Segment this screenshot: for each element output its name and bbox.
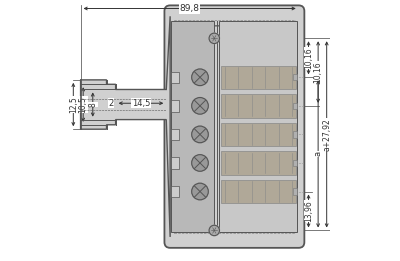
Bar [220,21,297,232]
Text: a: a [314,151,323,156]
Bar [221,94,296,117]
Bar [172,72,179,83]
Bar [172,21,214,232]
Bar [221,151,296,175]
FancyBboxPatch shape [164,5,304,248]
Bar [294,131,297,138]
Polygon shape [80,16,170,237]
Bar [221,66,296,89]
Bar [294,74,297,80]
Bar [172,100,179,111]
Text: 10,16: 10,16 [304,47,313,69]
Bar [221,180,296,203]
Bar [294,160,297,166]
Text: 12,5: 12,5 [69,96,78,113]
Text: 2: 2 [108,99,114,108]
Text: 13,96: 13,96 [304,200,313,222]
Bar [294,103,297,109]
Circle shape [209,225,220,236]
Text: 10,16: 10,16 [314,61,323,83]
Text: 89,8: 89,8 [180,4,200,13]
Bar [172,157,179,169]
Text: 14,5: 14,5 [132,99,150,108]
Circle shape [192,98,208,114]
Circle shape [192,126,208,143]
Circle shape [192,155,208,171]
Bar [172,129,179,140]
Text: 10,5: 10,5 [79,96,88,113]
Bar [174,20,295,233]
Text: 41,5: 41,5 [224,21,244,30]
Text: 14,7: 14,7 [258,40,278,49]
Bar [172,186,179,197]
Text: 8: 8 [88,102,97,107]
Bar [294,188,297,195]
Circle shape [209,33,220,44]
Circle shape [192,69,208,86]
Bar [221,123,296,146]
Circle shape [192,183,208,200]
Text: a+27,92: a+27,92 [322,118,331,151]
